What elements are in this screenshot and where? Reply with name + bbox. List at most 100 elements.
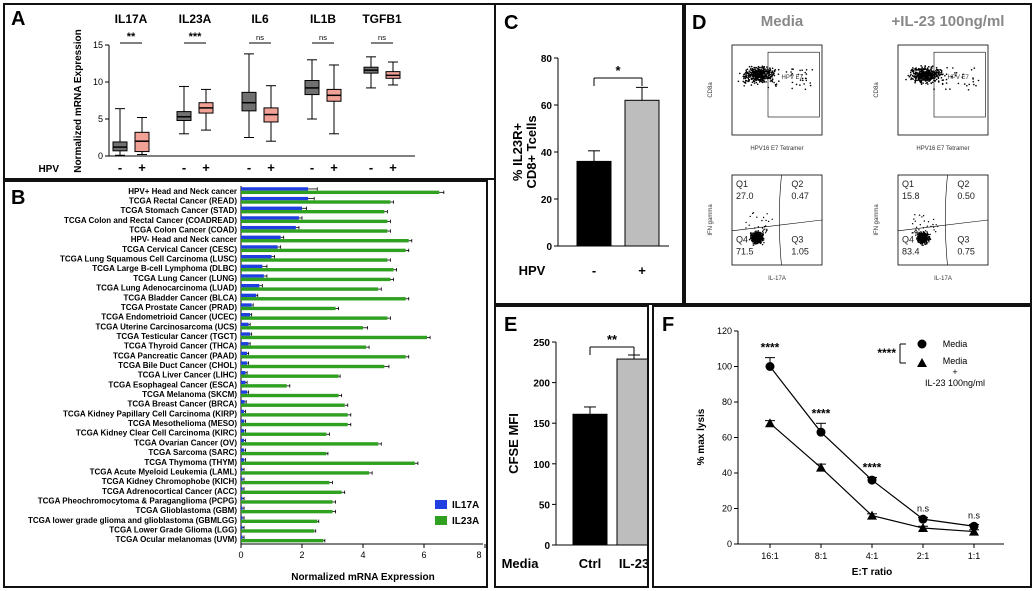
event-dot: [750, 65, 753, 68]
event-dot: [926, 77, 928, 79]
event-dot: [940, 73, 942, 75]
event-dot: [914, 214, 916, 216]
event-dot: [918, 229, 920, 231]
event-dot: [910, 78, 912, 81]
y-tick-label: 10: [93, 77, 103, 87]
event-dot: [754, 74, 756, 77]
event-dot: [749, 232, 752, 235]
bar-il23a: [241, 306, 336, 311]
x-tick-label: 1:1: [968, 551, 981, 561]
event-dot: [914, 79, 916, 82]
event-dot: [754, 242, 756, 244]
event-dot: [920, 231, 922, 233]
quadrant-value-q1: 27.0: [736, 191, 754, 201]
event-dot: [743, 76, 745, 78]
event-dot: [937, 69, 939, 72]
event-dot: [799, 69, 801, 72]
event-dot: [955, 74, 957, 76]
event-dot: [759, 66, 761, 69]
bar-il23a: [241, 209, 385, 214]
event-dot: [748, 70, 750, 72]
event-dot: [916, 79, 918, 82]
event-dot: [754, 234, 756, 237]
legend-label-line: Media: [943, 356, 968, 366]
event-dot: [756, 216, 758, 218]
bar-il17a: [241, 216, 299, 220]
bar-il23a: [241, 345, 367, 349]
event-dot: [802, 79, 804, 82]
event-dot: [929, 233, 931, 236]
event-dot: [750, 69, 753, 72]
event-dot: [918, 79, 921, 82]
event-dot: [751, 73, 754, 76]
category-label: Ctrl: [579, 556, 601, 571]
panel-c: C 0 20 40 60 80 - + HPV * % IL23R+CD8+ Tcells: [494, 3, 684, 305]
event-dot: [927, 221, 930, 223]
event-dot: [742, 80, 744, 83]
event-dot: [739, 72, 741, 75]
event-dot: [805, 73, 808, 75]
y-tick-label: 120: [717, 326, 732, 336]
event-dot: [917, 236, 920, 238]
gene-title: IL17A: [115, 12, 148, 26]
event-dot: [748, 75, 750, 78]
bar-il17a: [241, 516, 243, 520]
event-dot: [924, 232, 926, 235]
bar-il23a: [241, 219, 388, 224]
category-label: TCGA Glioblastoma (GBM): [136, 506, 238, 515]
category-label: TCGA Thyroid Cancer (THCA): [124, 342, 237, 351]
category-label: TCGA Colon and Rectal Cancer (COADREAD): [64, 216, 237, 225]
group-label: -: [182, 160, 186, 175]
flow-y-axis-label: IFN gamma: [874, 204, 880, 236]
category-label: TCGA Esophageal Cancer (ESCA): [108, 380, 237, 389]
bar: [616, 358, 647, 546]
event-dot: [761, 81, 764, 84]
event-dot: [751, 233, 753, 235]
x-axis-label: Normalized mRNA Expression: [291, 572, 435, 583]
event-dot: [930, 82, 932, 84]
category-label: IL-23: [619, 556, 647, 571]
column-header: +IL-23 100ng/ml: [892, 13, 1005, 30]
event-dot: [973, 67, 976, 69]
event-dot: [745, 69, 747, 71]
event-dot: [762, 234, 764, 236]
group-label: +: [202, 160, 210, 175]
event-dot: [758, 233, 760, 236]
event-dot: [921, 242, 924, 244]
event-dot: [909, 71, 912, 74]
event-dot: [758, 231, 761, 234]
bar-il23a: [241, 335, 428, 340]
event-dot: [761, 76, 764, 78]
gate-box: [933, 51, 986, 118]
event-dot: [921, 236, 924, 238]
event-dot: [737, 80, 740, 83]
event-dot: [922, 82, 924, 84]
event-dot: [752, 71, 754, 73]
bar-il17a: [241, 332, 251, 336]
event-dot: [923, 238, 925, 240]
significance-label: ns: [378, 33, 386, 42]
category-label: TCGA Colon Cancer (COAD): [129, 226, 237, 235]
event-dot: [942, 79, 945, 81]
event-dot: [925, 239, 927, 241]
event-dot: [756, 83, 759, 85]
event-dot: [758, 68, 760, 71]
event-dot: [924, 234, 927, 237]
event-dot: [916, 237, 918, 239]
event-dot: [778, 80, 780, 82]
event-dot: [755, 66, 758, 69]
bar-il17a: [241, 390, 248, 394]
event-dot: [764, 232, 767, 234]
event-dot: [945, 82, 948, 84]
legend-label-line: +: [952, 367, 957, 377]
bar-il17a: [241, 506, 243, 510]
y-tick-label: 20: [722, 504, 732, 514]
series-line: [769, 366, 975, 527]
event-dot: [769, 67, 771, 69]
bar-il17a: [241, 535, 243, 539]
event-dot: [809, 84, 812, 87]
bar-il23a: [241, 538, 324, 543]
event-dot: [748, 224, 750, 226]
event-dot: [923, 239, 926, 241]
event-dot: [743, 85, 745, 87]
